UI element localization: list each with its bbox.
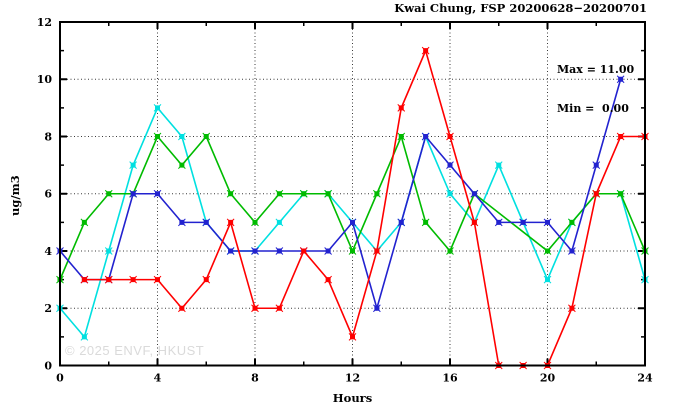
series-blue-marker: [447, 162, 453, 168]
x-tick-label: 24: [637, 372, 653, 385]
watermark: © 2025 ENVF, HKUST: [65, 343, 205, 358]
series-blue-marker: [520, 219, 526, 225]
series-blue-marker: [569, 248, 575, 254]
series-blue-marker: [155, 191, 160, 197]
series-blue-marker: [398, 219, 404, 225]
series-green-marker: [228, 191, 234, 197]
series-red-marker: [423, 48, 429, 54]
series-cyan-marker: [179, 134, 185, 139]
series-green-marker: [252, 219, 258, 225]
series-blue-marker: [179, 219, 185, 225]
series-blue-marker: [228, 248, 234, 254]
series-cyan-marker: [106, 248, 112, 254]
series-red-marker: [203, 277, 209, 283]
series-red-marker: [155, 277, 160, 283]
series-blue-marker: [130, 191, 136, 197]
series-red-marker: [301, 248, 307, 254]
y-tick-label: 2: [44, 302, 52, 315]
series-blue-marker: [471, 191, 477, 197]
series-cyan-marker: [130, 162, 136, 168]
series-green-marker: [81, 219, 87, 225]
series-blue-line: [59, 79, 622, 312]
series-blue-marker: [374, 305, 380, 311]
series-green-marker: [155, 134, 160, 139]
series-blue-marker: [350, 219, 355, 225]
x-tick-label: 16: [442, 372, 458, 385]
series-red-marker: [593, 191, 599, 197]
series-green-marker: [179, 162, 185, 168]
y-tick-label: 8: [44, 130, 52, 143]
series-red-marker: [398, 105, 404, 111]
series-red-marker: [325, 277, 331, 283]
legend-max-label: Max = 11.00: [557, 63, 635, 76]
series-blue-marker: [252, 248, 258, 254]
series-green-marker: [325, 191, 331, 197]
series-green-marker: [374, 191, 380, 197]
y-tick-label: 0: [44, 359, 52, 372]
series-cyan-marker: [496, 162, 502, 168]
series-blue-marker: [423, 134, 429, 139]
series-red-marker: [569, 305, 575, 311]
series-blue-marker: [618, 76, 624, 82]
series-green-marker: [276, 191, 282, 197]
series-red-line: [84, 48, 645, 367]
series-cyan-marker: [545, 277, 550, 283]
y-tick-label: 6: [44, 188, 52, 201]
series-red-marker: [447, 134, 453, 139]
series-cyan-marker: [276, 219, 282, 225]
series-red-marker: [374, 248, 380, 254]
series-green-marker: [569, 219, 575, 225]
series-green-marker: [398, 134, 404, 139]
series-blue-marker: [203, 219, 209, 225]
x-tick-label: 4: [154, 372, 162, 385]
series-red-marker: [228, 219, 234, 225]
series-red-marker: [81, 277, 87, 283]
x-tick-label: 8: [251, 372, 259, 385]
y-tick-label: 12: [37, 16, 52, 29]
plot-border: [59, 21, 646, 367]
series-green-marker: [618, 191, 624, 197]
legend-stats: Max = 11.00 Min = 0.00: [557, 37, 634, 141]
series-red-marker: [106, 277, 112, 283]
x-tick-label: 12: [345, 372, 360, 385]
chart-title: Kwai Chung, FSP 20200628−20200701: [394, 1, 647, 15]
series-blue-marker: [276, 248, 282, 254]
series-green-marker: [301, 191, 307, 197]
series-cyan-marker: [155, 105, 160, 111]
x-tick-label: 0: [56, 372, 64, 385]
series-green-marker: [350, 248, 355, 254]
x-axis-title: Hours: [332, 391, 373, 405]
series-red-marker: [276, 305, 282, 311]
y-tick-label: 4: [44, 245, 52, 258]
series-cyan-marker: [81, 334, 87, 340]
series-blue-marker: [325, 248, 331, 254]
x-tick-label: 20: [540, 372, 556, 385]
series-green-marker: [545, 248, 550, 254]
y-tick-label: 10: [37, 73, 53, 86]
series-green-marker: [106, 191, 112, 197]
series-red-marker: [471, 219, 477, 225]
series-green-marker: [447, 248, 453, 254]
series-red-marker: [130, 277, 136, 283]
legend-min-label: Min = 0.00: [557, 102, 629, 115]
series-red-marker: [618, 134, 624, 139]
series-red-marker: [179, 305, 185, 311]
series-blue-marker: [545, 219, 550, 225]
series-red-marker: [252, 305, 258, 311]
series-blue-marker: [496, 219, 502, 225]
series-cyan-marker: [447, 191, 453, 197]
series-green-marker: [423, 219, 429, 225]
series-blue-marker: [593, 162, 599, 168]
series-green-marker: [203, 134, 209, 139]
series-red-marker: [350, 334, 355, 340]
y-axis-title: ug/m3: [8, 175, 22, 216]
